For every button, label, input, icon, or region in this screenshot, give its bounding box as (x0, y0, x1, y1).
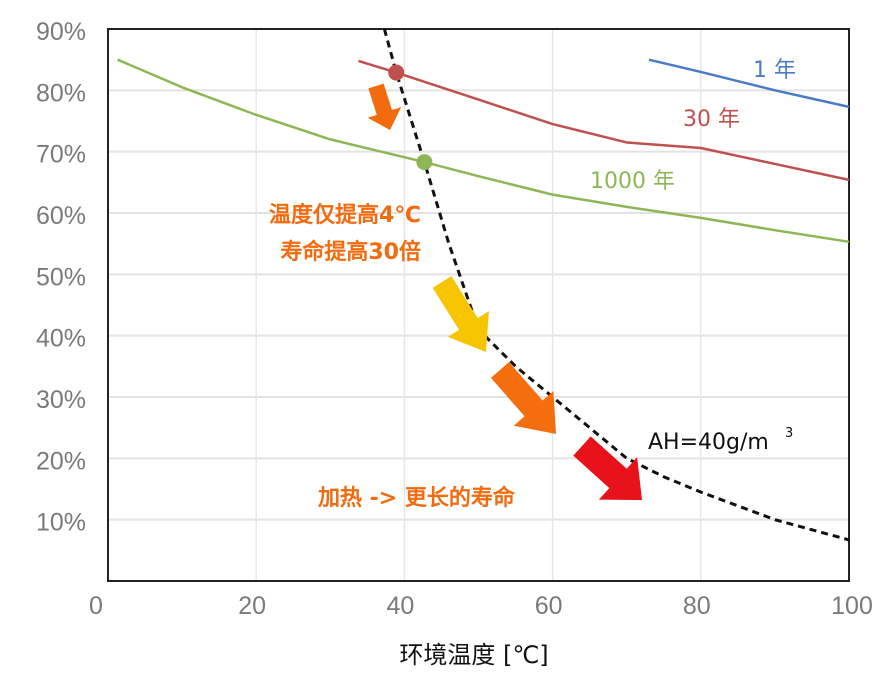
x-axis-label: 环境温度 [℃] (399, 641, 548, 669)
y-tick-label: 80% (36, 79, 86, 107)
x-tick-label: 0 (89, 592, 103, 620)
y-tick-label: 70% (36, 141, 86, 169)
ah-curve-label: AH=40g/m (648, 430, 769, 455)
series-label-1000-years: 1000 年 (590, 169, 675, 194)
plot-frame (107, 28, 850, 582)
y-tick-label: 30% (36, 386, 86, 414)
series-label-30-years: 30 年 (683, 107, 740, 132)
series-label-1-year: 1 年 (753, 58, 796, 83)
series-line-3 (382, 28, 850, 542)
ah-curve-label-superscript: 3 (785, 426, 793, 441)
annotation-heating: 加热 -> 更长的寿命 (317, 485, 516, 511)
y-tick-label: 40% (36, 325, 86, 353)
series-line-2 (117, 58, 850, 244)
intersection-marker (416, 154, 433, 171)
arrow-icon-yellow (432, 276, 489, 352)
y-tick-label: 20% (36, 447, 86, 475)
y-tick-label: 60% (36, 202, 86, 230)
x-tick-label: 80 (683, 592, 711, 620)
y-tick-label: 10% (36, 509, 86, 537)
annotation-life-increase: 寿命提高30倍 (280, 239, 421, 265)
intersection-marker (388, 64, 405, 81)
arrow-icon-down-small (367, 83, 402, 130)
series-line-1 (358, 59, 850, 182)
annotation-temp-increase: 温度仅提高4℃ (269, 202, 421, 228)
x-tick-label: 40 (386, 592, 414, 620)
x-tick-label: 100 (831, 592, 873, 620)
y-tick-label: 50% (36, 263, 86, 291)
y-tick-label: 90% (36, 18, 86, 46)
x-tick-label: 60 (535, 592, 563, 620)
x-tick-label: 20 (238, 592, 266, 620)
arrow-icon-red (573, 436, 642, 500)
series-line-0 (648, 58, 850, 109)
arrow-icon-orange (490, 362, 556, 434)
